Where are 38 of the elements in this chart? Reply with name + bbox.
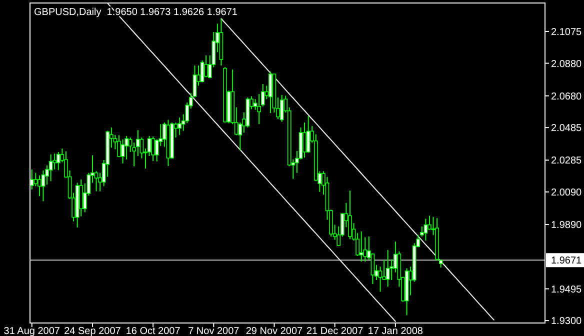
- x-tick-label: 7 Nov 2007: [188, 326, 240, 336]
- candlestick: [359, 230, 364, 262]
- line-series: [220, 18, 494, 320]
- y-tick-label: 2.0285: [551, 156, 582, 167]
- y-tick-label: 2.0090: [551, 187, 582, 198]
- candlestick: [268, 71, 272, 114]
- candlestick: [34, 172, 38, 187]
- x-tick-label: 21 Dec 2007: [306, 326, 364, 336]
- candlestick: [178, 116, 182, 136]
- candlestick: [38, 174, 42, 197]
- candlestick: [204, 54, 208, 78]
- x-tick-label: 24 Sep 2007: [64, 326, 122, 336]
- ref-line-label: 1.9671: [551, 256, 582, 267]
- y-tick-label: 2.0680: [551, 91, 582, 102]
- y-tick-label: 1.9890: [551, 220, 582, 231]
- x-tick-label: 29 Nov 2007: [246, 326, 304, 336]
- candlestick: [200, 60, 204, 83]
- candlestick: [386, 249, 390, 288]
- x-tick-label: 16 Oct 2007: [126, 326, 181, 336]
- candlestick: [120, 138, 125, 164]
- candlestick: [124, 135, 128, 160]
- y-tick-label: 2.0880: [551, 58, 582, 70]
- x-tick-label: 17 Jan 2008: [368, 326, 424, 336]
- y-tick-label: 1.9495: [551, 284, 582, 296]
- candlestick: [424, 218, 428, 242]
- candlestick: [280, 94, 284, 122]
- y-tick-label: 2.1075: [551, 27, 582, 38]
- candlestick: [348, 190, 352, 240]
- candlestick: [48, 154, 53, 182]
- candlestick: [79, 179, 84, 217]
- y-tick-label: 2.0485: [551, 123, 582, 134]
- candlestick: [151, 136, 155, 162]
- candlestick: [302, 122, 306, 158]
- candlestick: [56, 152, 60, 171]
- candlestick: [41, 170, 46, 202]
- y-tick-label: 1.9300: [551, 316, 582, 328]
- candlestick: [306, 115, 310, 154]
- x-tick-label: 31 Aug 2007: [4, 326, 60, 336]
